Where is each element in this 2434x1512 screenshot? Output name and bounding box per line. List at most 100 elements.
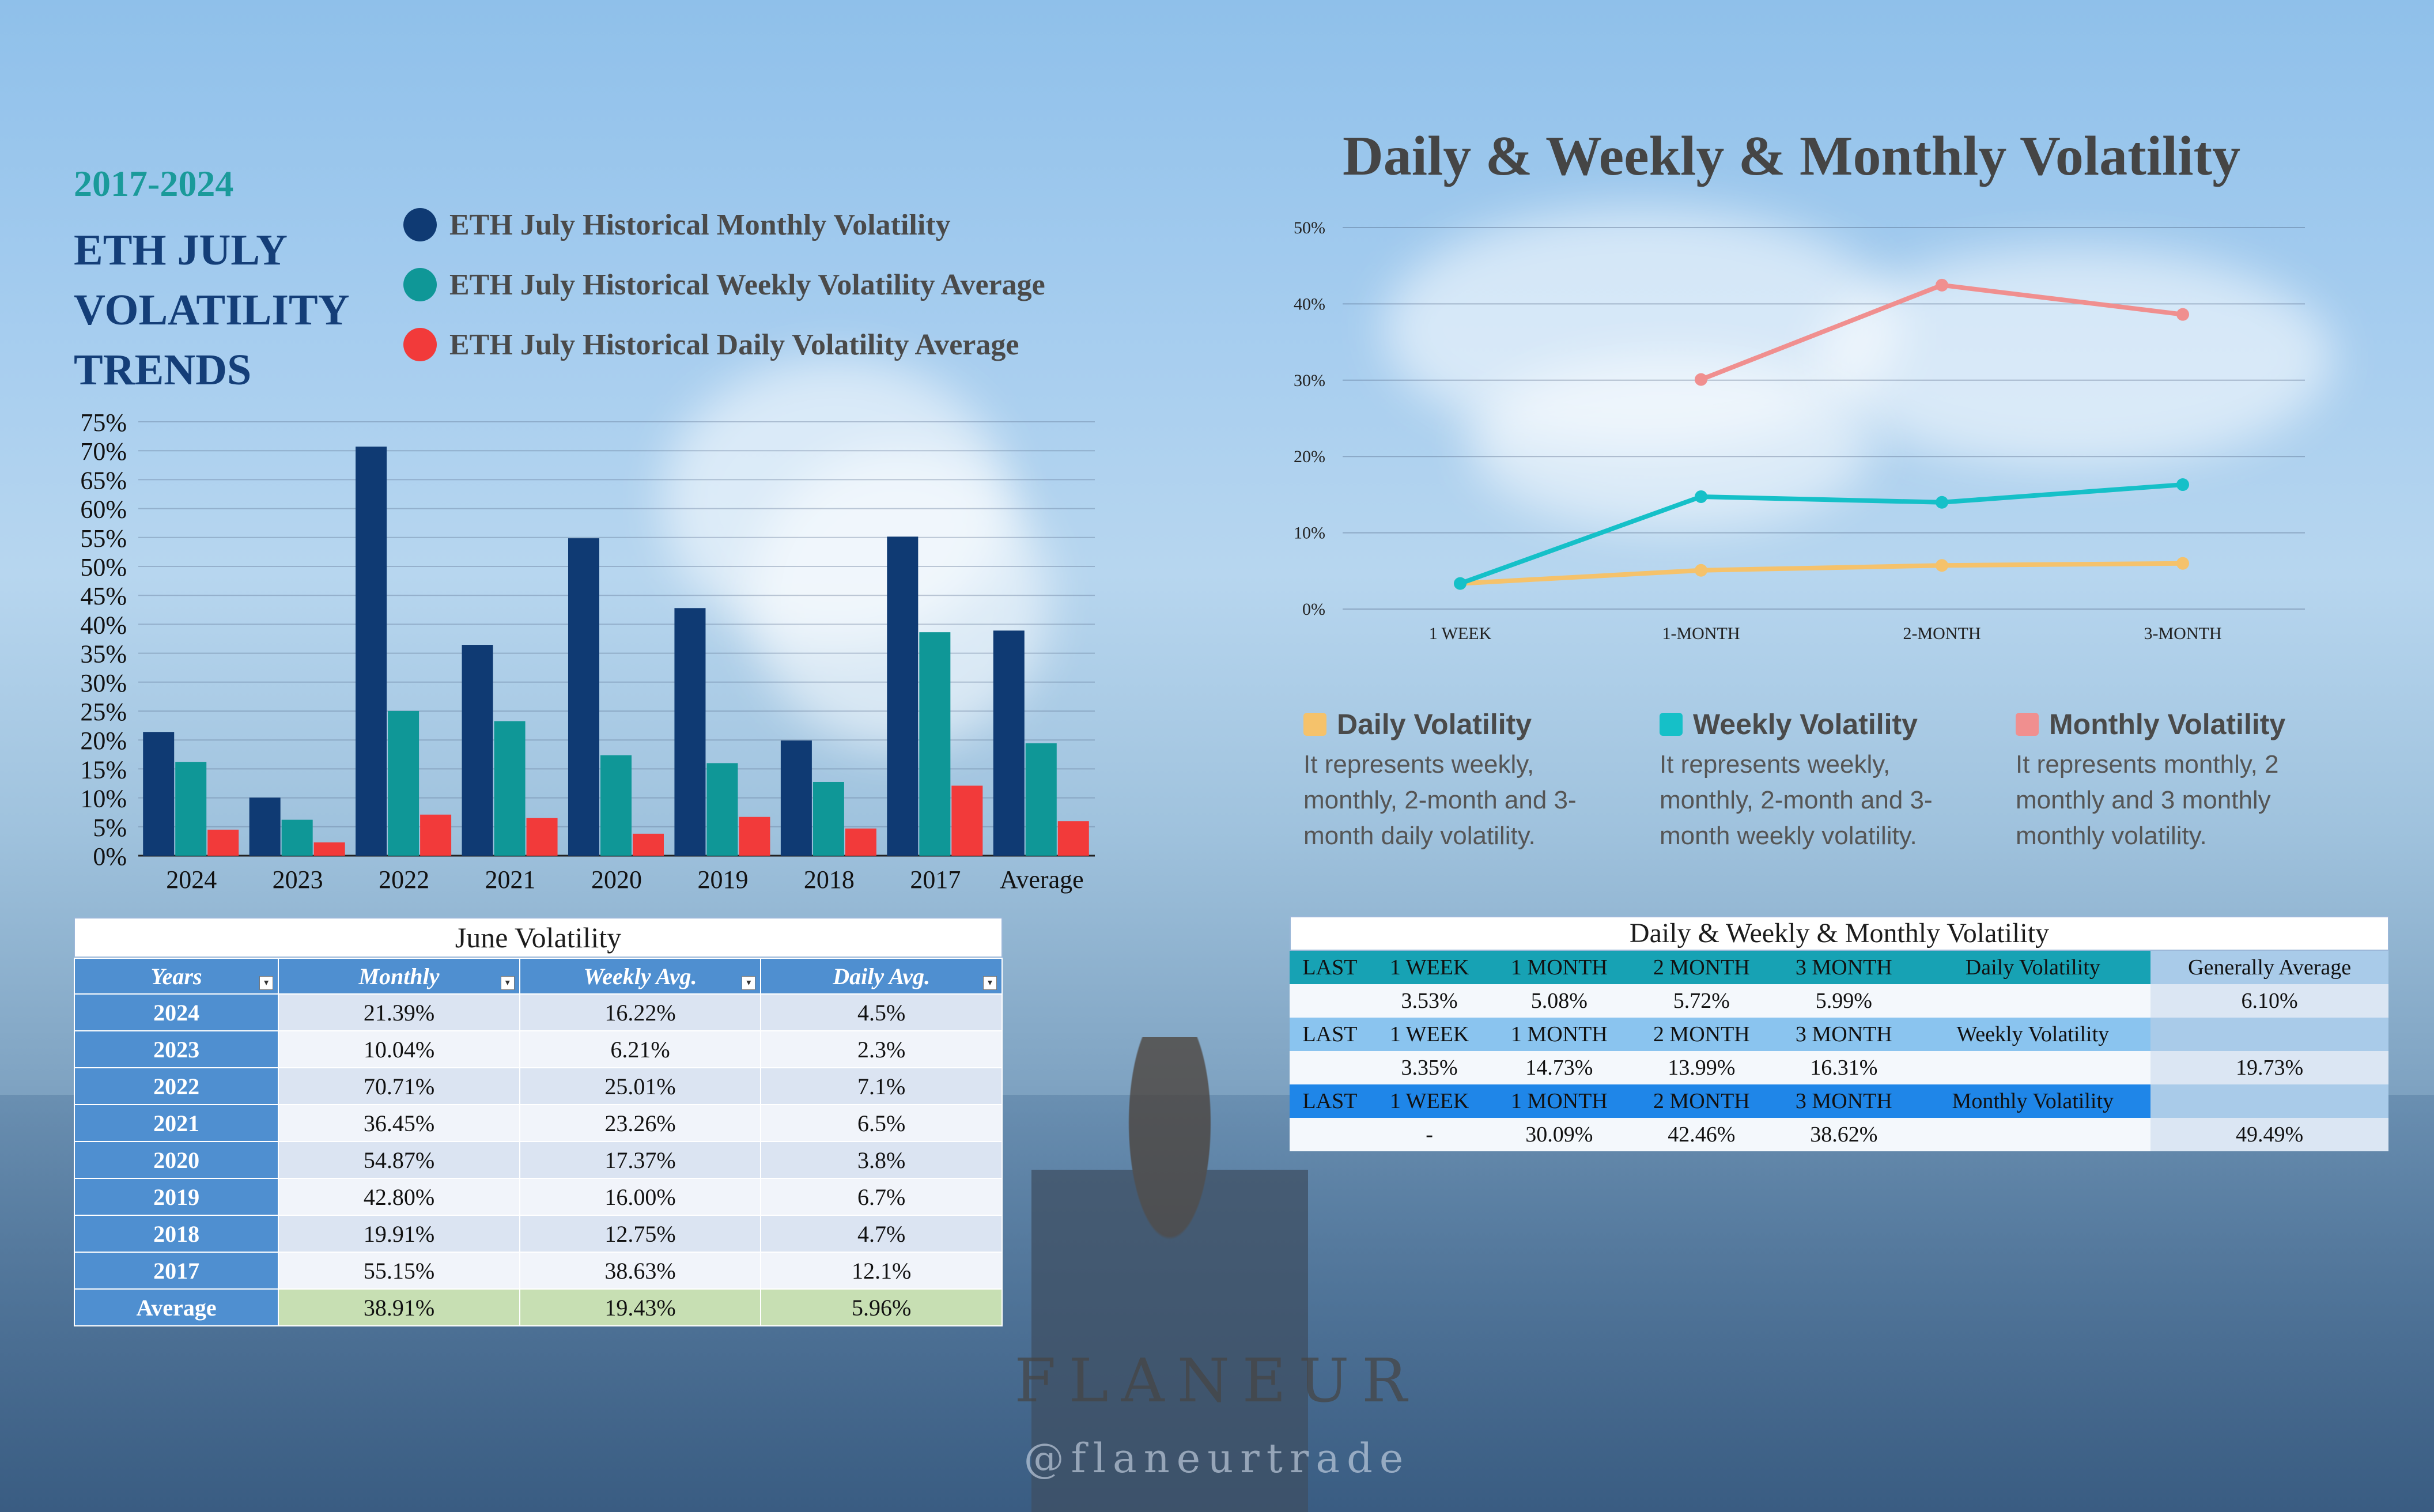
key-label: Daily Volatility bbox=[1337, 708, 1532, 740]
y-tick-label: 35% bbox=[80, 640, 127, 668]
line-chart-title: Daily & Weekly & Monthly Volatility bbox=[1343, 125, 2241, 187]
bar-2023-daily bbox=[313, 842, 345, 856]
bar-2023-monthly bbox=[249, 797, 281, 856]
legend-dot-icon bbox=[403, 208, 437, 241]
series-line-daily bbox=[1460, 561, 2183, 586]
data-point bbox=[2176, 557, 2189, 570]
data-point bbox=[1454, 577, 1467, 590]
bar-2021-monthly bbox=[462, 645, 493, 856]
y-tick-label: 25% bbox=[80, 698, 127, 726]
bar-2023-weekly bbox=[281, 819, 313, 856]
series-line-monthly bbox=[1700, 282, 2183, 382]
y-tick-label: 45% bbox=[80, 582, 127, 610]
series-line-weekly bbox=[1459, 482, 2183, 586]
page-title: ETH JULY VOLATILITY TRENDS bbox=[74, 226, 348, 394]
x-tick-label: Average bbox=[1000, 865, 1084, 894]
square-icon bbox=[2016, 713, 2039, 736]
y-tick-label: 30% bbox=[80, 669, 127, 697]
y-tick-label: 40% bbox=[1294, 294, 1325, 313]
column-header-monthly[interactable]: Monthly ▾ bbox=[278, 958, 520, 995]
data-point bbox=[1936, 496, 1948, 509]
line-chart: 0% 10% 20% 30% 40% 50% 1 WEEK 1-MONTH 2-MONTH 3-M… bbox=[1294, 218, 2305, 643]
bar-2024-daily bbox=[207, 829, 239, 856]
key-description: It represents weekly, monthly, 2-month a… bbox=[1660, 750, 1933, 850]
table-header-row: LAST 1 WEEK 1 MONTH 2 MONTH 3 MONTH Monthly V… bbox=[1290, 1084, 2388, 1118]
y-tick-label: 60% bbox=[80, 496, 127, 524]
square-icon bbox=[1303, 713, 1326, 736]
bar-2019-weekly bbox=[706, 763, 738, 856]
y-tick-label: 15% bbox=[80, 755, 127, 784]
table-row-average: Average 38.91% 19.43% 5.96% bbox=[73, 1288, 1003, 1326]
column-header-weekly[interactable]: Weekly Avg. ▾ bbox=[519, 958, 762, 995]
legend-dot-icon bbox=[403, 268, 437, 301]
legend-item-weekly: ETH July Historical Weekly Volatility Av… bbox=[403, 255, 1045, 315]
bar-2024-weekly bbox=[175, 762, 207, 856]
y-tick-label: 20% bbox=[80, 727, 127, 755]
key-weekly: Weekly Volatility It represents weekly, … bbox=[1660, 708, 1982, 854]
legend-dot-icon bbox=[403, 328, 437, 361]
x-tick-label: 2023 bbox=[273, 865, 323, 894]
bar-2017-monthly bbox=[887, 536, 919, 856]
bar-2021-daily bbox=[526, 818, 558, 856]
x-tick-label: 3-MONTH bbox=[2144, 624, 2222, 643]
filter-dropdown-icon[interactable]: ▾ bbox=[742, 976, 756, 990]
x-tick-label: 2021 bbox=[485, 865, 536, 894]
legend-item-monthly: ETH July Historical Monthly Volatility bbox=[403, 195, 1045, 255]
legend-label: ETH July Historical Monthly Volatility bbox=[449, 208, 951, 241]
y-tick-label: 10% bbox=[1294, 524, 1325, 543]
bar-Average-daily bbox=[1057, 821, 1089, 856]
bar-legend: ETH July Historical Monthly Volatility E… bbox=[403, 195, 1045, 375]
square-icon bbox=[1660, 713, 1683, 736]
bar-2018-monthly bbox=[780, 740, 812, 856]
bar-2021-weekly bbox=[494, 721, 526, 856]
bar-2018-weekly bbox=[812, 781, 844, 856]
june-volatility-table: June Volatility Years ▾ Monthly ▾ Weekly A… bbox=[73, 917, 1003, 1326]
data-point bbox=[2176, 478, 2189, 492]
filter-dropdown-icon[interactable]: ▾ bbox=[500, 976, 515, 990]
key-monthly: Monthly Volatility It represents monthly… bbox=[2016, 708, 2338, 854]
y-tick-label: 50% bbox=[1294, 218, 1325, 237]
table-row: 3.53% 5.08% 5.72% 5.99% 6.10% bbox=[1290, 984, 2388, 1018]
table-row: 2023 10.04% 6.21% 2.3% bbox=[73, 1030, 1003, 1068]
x-tick-label: 1-MONTH bbox=[1662, 624, 1740, 643]
x-tick-label: 2022 bbox=[379, 865, 429, 894]
bar-2018-daily bbox=[845, 828, 876, 856]
key-description: It represents monthly, 2 monthly and 3 m… bbox=[2016, 750, 2279, 850]
bar-2020-weekly bbox=[600, 755, 632, 856]
bar-Average-weekly bbox=[1025, 743, 1057, 856]
x-tick-label: 2018 bbox=[804, 865, 855, 894]
data-point bbox=[2176, 308, 2189, 321]
y-tick-label: 0% bbox=[1302, 600, 1325, 619]
bar-2022-weekly bbox=[388, 710, 419, 856]
filter-dropdown-icon[interactable]: ▾ bbox=[259, 976, 274, 990]
table-row: 2018 19.91% 12.75% 4.7% bbox=[73, 1215, 1003, 1253]
person-silhouette bbox=[1031, 1037, 1308, 1512]
key-label: Monthly Volatility bbox=[2049, 708, 2286, 740]
filter-dropdown-icon[interactable]: ▾ bbox=[983, 976, 997, 990]
legend-label: ETH July Historical Weekly Volatility Av… bbox=[449, 268, 1045, 301]
data-point bbox=[1936, 559, 1948, 572]
y-tick-label: 50% bbox=[80, 553, 127, 581]
column-header-daily[interactable]: Daily Avg. ▾ bbox=[760, 958, 1003, 995]
table-row: 2022 70.71% 25.01% 7.1% bbox=[73, 1067, 1003, 1105]
table-row: 2020 54.87% 17.37% 3.8% bbox=[73, 1141, 1003, 1179]
legend-label: ETH July Historical Daily Volatility Ave… bbox=[449, 328, 1019, 361]
bar-Average-monthly bbox=[993, 630, 1025, 856]
brand-watermark: FLANEUR bbox=[1014, 1345, 1420, 1416]
table-row: 2017 55.15% 38.63% 12.1% bbox=[73, 1252, 1003, 1290]
x-tick-label: 2017 bbox=[910, 865, 961, 894]
data-point bbox=[1695, 564, 1707, 577]
years-range: 2017-2024 bbox=[74, 163, 234, 204]
column-header-years[interactable]: Years ▾ bbox=[73, 958, 279, 995]
data-point bbox=[1695, 373, 1707, 386]
y-tick-label: 65% bbox=[80, 466, 127, 494]
data-point bbox=[1936, 278, 1948, 292]
bar-2017-daily bbox=[951, 785, 983, 856]
y-tick-label: 20% bbox=[1294, 447, 1325, 466]
bar-chart: 0%5%10%15%20%25%30%35%40%45%50%55%60%65%… bbox=[80, 409, 1095, 894]
table-caption: June Volatility bbox=[74, 917, 1003, 958]
y-tick-label: 75% bbox=[80, 409, 127, 437]
table-row: 2021 36.45% 23.26% 6.5% bbox=[73, 1104, 1003, 1142]
y-tick-label: 30% bbox=[1294, 371, 1325, 390]
x-tick-label: 2-MONTH bbox=[1903, 624, 1981, 643]
